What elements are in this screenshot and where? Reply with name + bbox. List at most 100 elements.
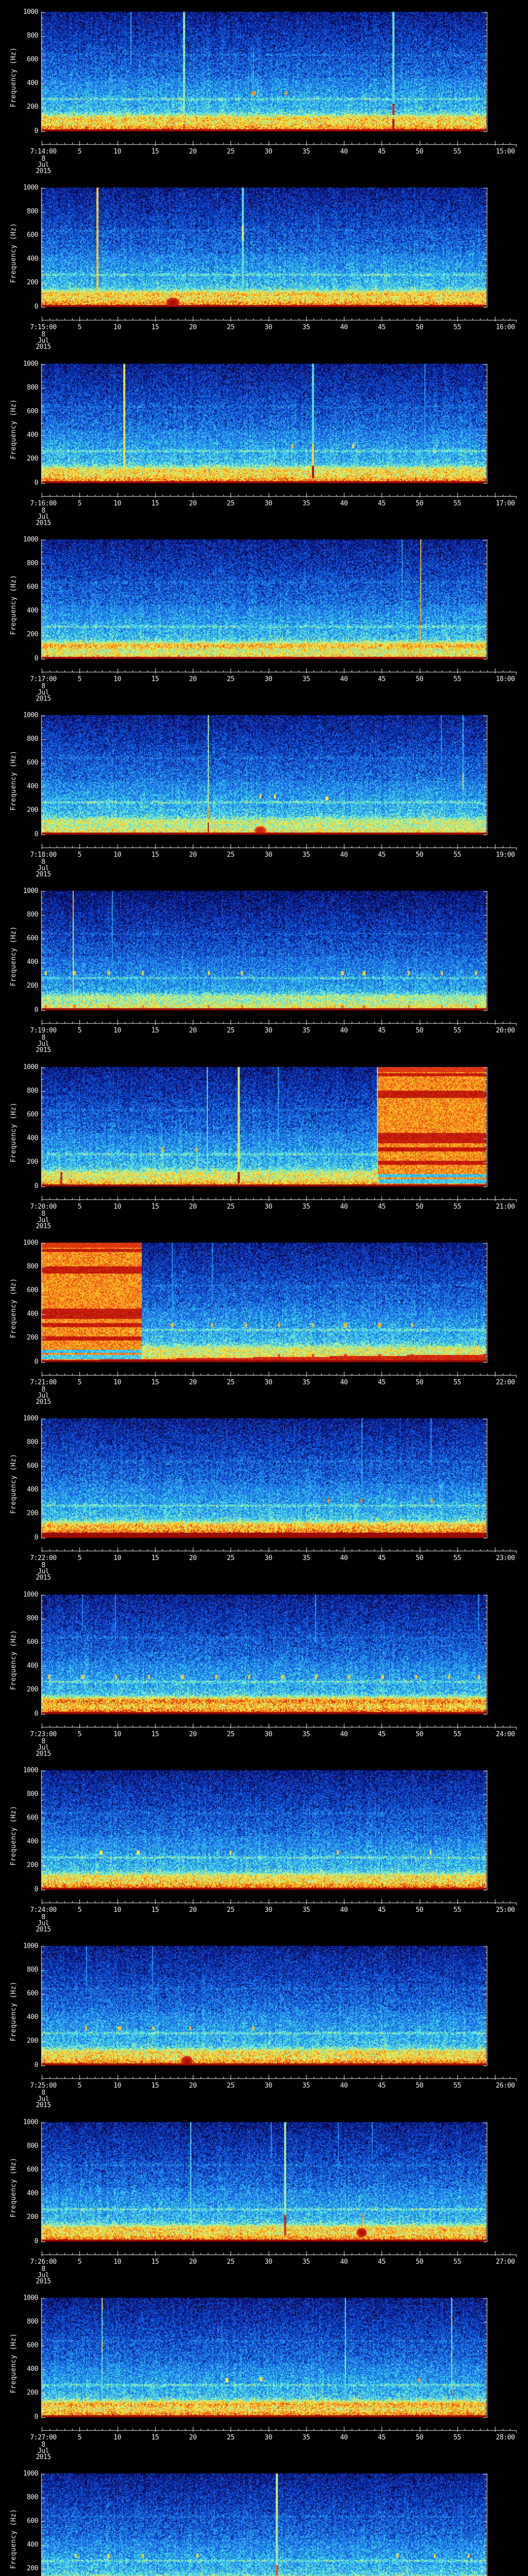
end-time-label[interactable]: 27:00	[496, 2258, 515, 2266]
x-tick-label[interactable]: 30	[265, 1379, 272, 1386]
start-time-label[interactable]: 7:22:00	[30, 1554, 57, 1562]
y-tick-label[interactable]: 1000	[23, 887, 39, 895]
date-label[interactable]: 2015	[36, 1223, 51, 1230]
date-label[interactable]: 2015	[36, 1574, 51, 1582]
date-label[interactable]: 2015	[36, 1398, 51, 1406]
y-tick-label[interactable]: 200	[27, 2389, 38, 2397]
x-tick-label[interactable]: 55	[453, 1731, 461, 1738]
spectrogram-canvas[interactable]	[0, 1583, 528, 1759]
y-tick-label[interactable]: 800	[27, 735, 38, 743]
y-tick-label[interactable]: 400	[27, 431, 38, 439]
x-tick-label[interactable]: 35	[302, 1379, 310, 1386]
y-tick-label[interactable]: 200	[27, 982, 38, 990]
date-label[interactable]: Jul	[38, 2447, 49, 2455]
start-time-label[interactable]: 7:18:00	[30, 851, 57, 859]
x-tick-label[interactable]: 40	[340, 1731, 348, 1738]
date-label[interactable]: Jul	[38, 689, 49, 697]
x-tick-label[interactable]: 15	[151, 851, 159, 859]
y-tick-label[interactable]: 0	[34, 1182, 39, 1190]
date-label[interactable]: 2015	[36, 1926, 51, 1934]
spectrogram-canvas[interactable]	[0, 0, 528, 176]
date-label[interactable]: 8	[41, 331, 45, 338]
y-tick-label[interactable]: 600	[27, 1110, 38, 1118]
x-tick-label[interactable]: 50	[416, 1731, 423, 1738]
x-tick-label[interactable]: 10	[113, 2434, 121, 2442]
x-tick-label[interactable]: 5	[77, 2434, 82, 2442]
x-tick-label[interactable]: 5	[77, 1731, 82, 1738]
x-tick-label[interactable]: 25	[226, 1379, 235, 1386]
x-tick-label[interactable]: 20	[189, 1906, 197, 1914]
x-tick-label[interactable]: 50	[416, 675, 423, 683]
y-tick-label[interactable]: 1000	[23, 1590, 39, 1599]
x-tick-label[interactable]: 25	[226, 2434, 235, 2442]
x-tick-label[interactable]: 10	[113, 2258, 121, 2266]
x-tick-label[interactable]: 15	[151, 1203, 159, 1211]
date-label[interactable]: 8	[41, 1386, 45, 1394]
x-tick-label[interactable]: 5	[77, 500, 82, 507]
spectrogram-canvas[interactable]	[0, 2286, 528, 2462]
end-time-label[interactable]: 23:00	[496, 1554, 515, 1562]
y-tick-label[interactable]: 800	[27, 1614, 38, 1622]
x-tick-label[interactable]: 55	[453, 324, 461, 331]
y-tick-label[interactable]: 600	[27, 2165, 38, 2174]
x-tick-label[interactable]: 5	[77, 2258, 82, 2266]
x-tick-label[interactable]: 50	[416, 500, 423, 507]
x-tick-label[interactable]: 25	[226, 1554, 235, 1562]
start-time-label[interactable]: 7:21:00	[30, 1379, 57, 1386]
x-tick-label[interactable]: 20	[189, 2258, 197, 2266]
x-tick-label[interactable]: 25	[226, 2082, 235, 2090]
y-tick-label[interactable]: 400	[27, 2365, 38, 2374]
date-label[interactable]: Jul	[38, 1216, 49, 1224]
y-tick-label[interactable]: 400	[27, 1134, 38, 1143]
date-label[interactable]: Jul	[38, 2095, 49, 2103]
date-label[interactable]: 8	[41, 1738, 45, 1745]
y-tick-label[interactable]: 1000	[23, 1766, 39, 1774]
y-tick-label[interactable]: 200	[27, 1158, 38, 1166]
date-label[interactable]: Jul	[38, 161, 49, 169]
date-label[interactable]: Jul	[38, 1920, 49, 1927]
y-tick-label[interactable]: 400	[27, 2013, 38, 2022]
x-tick-label[interactable]: 30	[265, 2258, 272, 2266]
date-label[interactable]: 8	[41, 507, 45, 515]
x-tick-label[interactable]: 55	[453, 148, 461, 156]
x-tick-label[interactable]: 35	[302, 1731, 310, 1738]
x-tick-label[interactable]: 35	[302, 148, 310, 156]
spectrogram-canvas[interactable]	[0, 703, 528, 879]
x-tick-label[interactable]: 15	[151, 2082, 159, 2090]
x-tick-label[interactable]: 50	[416, 1554, 423, 1562]
spectrogram-canvas[interactable]	[0, 2462, 528, 2576]
y-tick-label[interactable]: 800	[27, 207, 38, 215]
x-tick-label[interactable]: 10	[113, 675, 121, 683]
x-tick-label[interactable]: 20	[189, 148, 197, 156]
date-label[interactable]: 8	[41, 1210, 45, 1218]
y-tick-label[interactable]: 800	[27, 1438, 38, 1446]
y-tick-label[interactable]: 600	[27, 231, 38, 239]
y-tick-label[interactable]: 200	[27, 279, 38, 287]
x-tick-label[interactable]: 40	[340, 1906, 348, 1914]
x-tick-label[interactable]: 25	[226, 148, 235, 156]
x-tick-label[interactable]: 45	[377, 2082, 386, 2090]
y-tick-label[interactable]: 0	[34, 2061, 39, 2069]
x-tick-label[interactable]: 55	[453, 1906, 461, 1914]
x-tick-label[interactable]: 45	[377, 1731, 386, 1738]
y-tick-label[interactable]: 200	[27, 1686, 38, 1694]
x-tick-label[interactable]: 5	[77, 1027, 82, 1035]
y-tick-label[interactable]: 800	[27, 2493, 38, 2501]
date-label[interactable]: 2015	[36, 2453, 51, 2461]
date-label[interactable]: Jul	[38, 1744, 49, 1752]
start-time-label[interactable]: 7:23:00	[30, 1731, 57, 1738]
x-tick-label[interactable]: 40	[340, 675, 348, 683]
x-tick-label[interactable]: 5	[77, 324, 82, 331]
x-tick-label[interactable]: 10	[113, 1906, 121, 1914]
y-tick-label[interactable]: 600	[27, 1638, 38, 1646]
x-tick-label[interactable]: 30	[265, 1906, 272, 1914]
x-tick-label[interactable]: 20	[189, 2434, 197, 2442]
y-tick-label[interactable]: 600	[27, 934, 38, 942]
y-tick-label[interactable]: 1000	[23, 1414, 39, 1422]
date-label[interactable]: 8	[41, 858, 45, 866]
start-time-label[interactable]: 7:25:00	[30, 2082, 57, 2090]
